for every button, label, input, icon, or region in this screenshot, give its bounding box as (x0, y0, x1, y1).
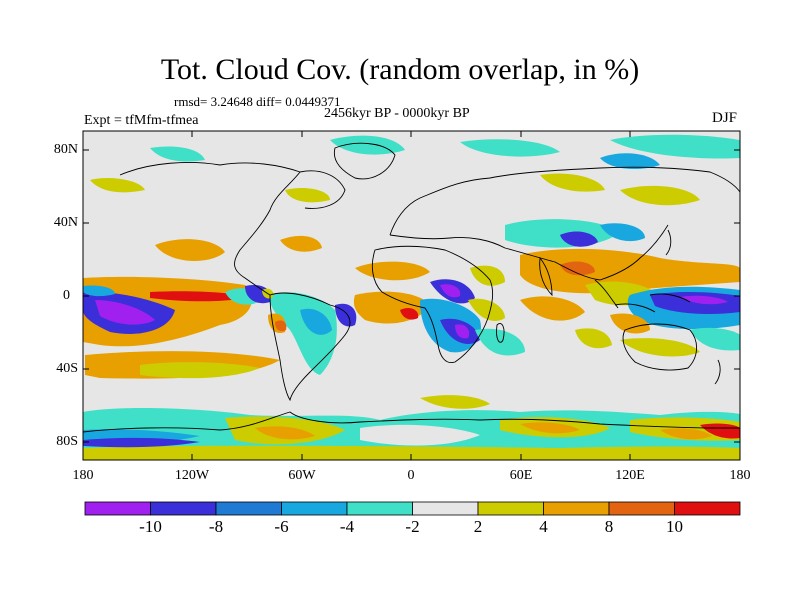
anomaly-patch (560, 231, 598, 247)
anomaly-patch (560, 261, 595, 276)
lat-label-80s: 80S (56, 434, 78, 449)
lon-label-180w: 180 (72, 468, 94, 483)
colorbar-box (477, 501, 544, 516)
lon-label-60w: 60W (288, 468, 316, 483)
anomaly-patch (460, 139, 560, 157)
anomaly-patch (285, 188, 330, 203)
anomaly-patch (650, 292, 740, 314)
anomaly-patch (520, 248, 740, 294)
anomaly-patch (610, 134, 740, 159)
lon-label-0: 0 (407, 468, 415, 483)
colorbar-label: 2 (473, 517, 483, 536)
colorbar-box (543, 501, 610, 516)
colorbar-box (281, 501, 348, 516)
colorbar-label: 8 (604, 517, 614, 536)
colorbar-box (150, 501, 217, 516)
anomaly-patch (155, 239, 225, 262)
rmsd-diff-stats: rmsd= 3.24648 diff= 0.0449371 (174, 94, 341, 109)
lon-label-60e: 60E (509, 468, 533, 483)
anomaly-patch (83, 437, 200, 448)
anomaly-patch (610, 313, 650, 334)
anomaly-fields (83, 134, 740, 460)
anomaly-patch (660, 428, 712, 440)
anomaly-patch (468, 298, 505, 321)
colorbar-label: -2 (405, 517, 420, 536)
lat-label-0: 0 (63, 288, 70, 303)
colorbar-box (84, 501, 151, 516)
anomaly-patch (520, 296, 585, 321)
anomaly-patch (400, 307, 419, 320)
map-title: Tot. Cloud Cov. (random overlap, in %) (160, 53, 640, 86)
tick-marks (83, 131, 740, 460)
colorbar-box (346, 501, 413, 516)
lat-label-80n: 80N (53, 142, 78, 157)
lon-label-180e: 180 (729, 468, 751, 483)
anomaly-patch (620, 338, 700, 357)
anomaly-patch (83, 445, 740, 460)
lon-label-120e: 120E (615, 468, 645, 483)
anomaly-patch (600, 153, 660, 170)
anomaly-patch (470, 265, 505, 286)
anomaly-patch (275, 320, 287, 332)
anomaly-patch (330, 135, 405, 155)
colorbar-box (412, 501, 479, 516)
anomaly-patch (140, 362, 260, 379)
season-label: DJF (712, 110, 738, 126)
colorbar-label: 4 (539, 517, 548, 536)
colorbar-label: -10 (139, 517, 162, 536)
anomaly-patch (575, 328, 612, 349)
anomaly-patch (280, 235, 322, 252)
anomaly-patch (540, 173, 605, 192)
anomaly-patch (455, 324, 470, 339)
anomaly-patch (255, 426, 315, 440)
anomaly-patch (90, 178, 145, 193)
anomaly-patch (700, 423, 740, 439)
colorbar-label: -4 (339, 517, 355, 536)
colorbar-label: -6 (274, 517, 289, 536)
colorbar-box (608, 501, 675, 516)
period-label: 2456kyr BP - 0000kyr BP (324, 106, 470, 121)
lat-label-40s: 40S (56, 361, 78, 376)
anomaly-patch (83, 285, 115, 297)
colorbar-box (674, 501, 741, 516)
experiment-label: Expt = tfMfm-tfmea (84, 113, 199, 128)
anomaly-patch (150, 291, 250, 302)
lon-label-120w: 120W (174, 468, 210, 483)
anomaly-patch (420, 395, 490, 409)
colorbar-label: 10 (666, 517, 683, 536)
anomaly-patch (680, 295, 728, 305)
anomaly-patch (95, 300, 155, 325)
anomaly-patch (520, 422, 580, 434)
anomaly-patch (600, 223, 645, 242)
anomaly-patch (300, 308, 332, 335)
colorbar-label: -8 (208, 517, 224, 536)
anomaly-patch (620, 185, 700, 206)
colorbar-boxes (84, 501, 741, 516)
lat-label-40n: 40N (53, 215, 78, 230)
anomaly-patch (150, 146, 205, 162)
anomaly-patch (690, 327, 740, 351)
coastlines (82, 142, 741, 433)
anomaly-patch (335, 303, 357, 327)
anomaly-patch (360, 424, 480, 446)
anomaly-patch (440, 284, 461, 298)
colorbar-box (215, 501, 282, 516)
